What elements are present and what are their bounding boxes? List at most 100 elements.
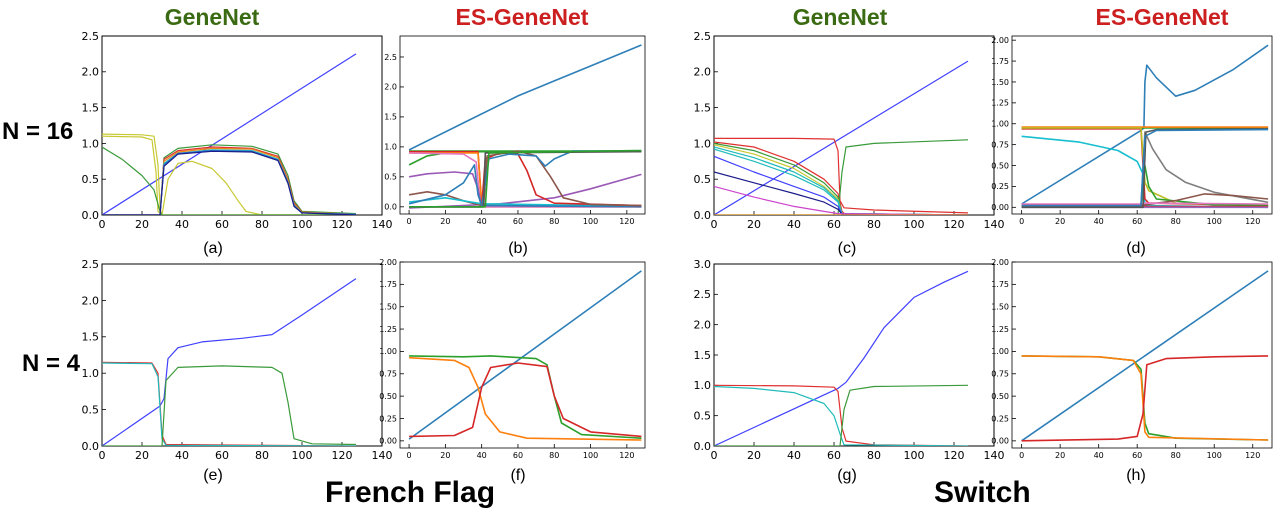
x-tick-label: 60 (215, 218, 229, 231)
chart-c-svg: 0 20 40 60 80 100 120 140 0.0 0.5 1.0 1.5 2.0 2.5 (694, 30, 1005, 231)
x-tick-label: 100 (904, 449, 925, 462)
y-tick-label: 1.0 (82, 367, 100, 380)
x-tick-label: 100 (1207, 217, 1222, 226)
group-label-switch: Switch (934, 476, 1031, 509)
series-line-2 (409, 173, 642, 209)
x-tick-label: 100 (292, 218, 313, 231)
y-tick-label: 1.75 (991, 280, 1009, 289)
x-tick-label: 120 (619, 217, 634, 226)
x-tick-label: 80 (867, 218, 881, 231)
x-tick-label: 80 (867, 449, 881, 462)
chart-f-svg: 0 20 40 60 80 100 120 0.00 0.25 0.50 0.75 1.00 1.25 1… (379, 258, 646, 460)
y-tick-label: 0.5 (82, 173, 100, 186)
series-line-1 (714, 60, 969, 215)
y-tick-label: 1.25 (379, 325, 397, 334)
x-tick-label: 80 (549, 451, 559, 460)
x-tick-label: 40 (477, 451, 487, 460)
y-tick-label: 0.0 (694, 440, 712, 453)
y-tick-label: 1.75 (991, 57, 1009, 66)
x-tick-label: 40 (787, 449, 801, 462)
y-tick-label: 3.0 (694, 258, 712, 271)
y-tick-label: 0.25 (379, 414, 397, 423)
y-tick-label: 0.00 (379, 437, 397, 446)
x-tick-label: 60 (215, 449, 229, 462)
y-tick-label: 1.0 (694, 379, 712, 392)
series-line-4 (1021, 355, 1269, 442)
y-tick-label: 0.50 (991, 161, 1009, 170)
x-tick-label: 0 (407, 451, 412, 460)
y-tick-label: 0.5 (82, 403, 100, 416)
x-tick-label: 60 (513, 451, 523, 460)
y-tick-label: 2.0 (82, 66, 100, 79)
y-tick-label: 0.5 (384, 173, 397, 182)
y-tick-label: 1.50 (379, 303, 397, 312)
series-line-1 (102, 53, 357, 215)
series-line-11 (102, 150, 357, 215)
series-line-4 (714, 139, 969, 215)
chart-h-svg: 0 20 40 60 80 100 120 0.00 0.25 0.50 0.75 1.00 1.25 1… (991, 258, 1273, 460)
x-tick-label: 20 (440, 451, 450, 460)
y-tick-label: 1.75 (379, 280, 397, 289)
x-tick-label: 40 (787, 218, 801, 231)
chart-panel-b: 0 20 40 60 80 100 120 0.0 0.5 1.0 1.5 2.0 2.5 (368, 32, 653, 232)
series-line-16 (409, 149, 642, 208)
plot-frame (713, 35, 995, 216)
series-line-4 (102, 365, 357, 446)
series-line-1 (714, 270, 969, 446)
x-tick-label: 20 (1055, 217, 1065, 226)
y-tick-label: 0.25 (991, 182, 1009, 191)
y-tick-label: 2.5 (82, 258, 100, 271)
x-tick-label: 120 (944, 218, 965, 231)
series-line-1 (102, 278, 357, 446)
y-tick-label: 2.5 (694, 288, 712, 301)
y-tick-label: 1.00 (991, 347, 1009, 356)
x-tick-label: 20 (135, 449, 149, 462)
column-title-2: ES-GeneNet (455, 4, 589, 30)
series-line-11 (714, 185, 969, 215)
series-line-3 (409, 356, 642, 441)
x-tick-label: 120 (1245, 451, 1260, 460)
y-tick-label: 0.00 (991, 437, 1009, 446)
y-tick-label: 1.5 (694, 349, 712, 362)
caption-c: (c) (837, 240, 857, 257)
x-tick-label: 20 (135, 218, 149, 231)
chart-a-svg: 0 20 40 60 80 100 120 140 0.0 0.5 1.0 1.5 2.0 2.5 (82, 30, 393, 231)
x-tick-label: 0 (407, 217, 412, 226)
series-line-7 (409, 152, 642, 208)
x-tick-label: 80 (1171, 451, 1181, 460)
plot-frame (399, 35, 646, 215)
y-tick-label: 1.00 (991, 120, 1009, 129)
x-tick-label: 60 (513, 217, 523, 226)
series-line-2 (714, 137, 969, 214)
chart-b-svg: 0 20 40 60 80 100 120 0.0 0.5 1.0 1.5 2.0 2.5 (384, 35, 646, 226)
x-tick-label: 140 (984, 449, 1005, 462)
y-tick-label: 0.75 (379, 370, 397, 379)
series-line-2 (714, 384, 969, 446)
caption-d: (d) (1126, 240, 1146, 257)
chart-panel-f: 0 20 40 60 80 100 120 0.00 0.25 0.50 0.75 1.00 1.25 1… (368, 258, 653, 466)
caption-e: (e) (203, 467, 223, 484)
y-tick-label: 2.00 (379, 258, 397, 267)
x-tick-label: 20 (440, 217, 450, 226)
y-tick-label: 0.75 (991, 370, 1009, 379)
chart-panel-g: 0 20 40 60 80 100 120 140 0.0 0.5 1.0 1.5 2.0 2.5 3.0 (672, 258, 1005, 468)
y-tick-label: 1.5 (82, 101, 100, 114)
column-title-3: GeneNet (792, 4, 888, 30)
x-tick-label: 80 (255, 218, 269, 231)
series-line-2 (102, 133, 356, 215)
chart-panel-d: 0 20 40 60 80 100 120 0.00 0.25 0.50 0.75 1.00 1.25 1… (980, 32, 1280, 232)
x-tick-label: 0 (1019, 451, 1024, 460)
x-tick-label: 40 (477, 217, 487, 226)
x-tick-label: 120 (332, 449, 353, 462)
x-tick-label: 20 (747, 218, 761, 231)
y-tick-label: 2.0 (694, 66, 712, 79)
caption-f: (f) (510, 467, 526, 484)
x-tick-label: 0 (99, 449, 106, 462)
y-tick-label: 0.50 (991, 392, 1009, 401)
x-tick-label: 120 (619, 451, 634, 460)
group-label-french-flag: French Flag (325, 476, 496, 509)
series-line-4 (714, 384, 969, 446)
caption-h: (h) (1126, 467, 1146, 484)
x-tick-label: 100 (292, 449, 313, 462)
y-tick-label: 1.0 (82, 137, 100, 150)
